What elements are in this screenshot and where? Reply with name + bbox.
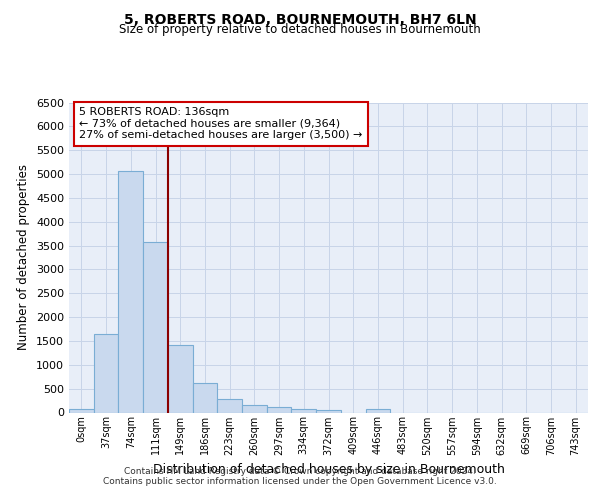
Bar [168, 346, 193, 412]
Text: 5 ROBERTS ROAD: 136sqm
← 73% of detached houses are smaller (9,364)
27% of semi-: 5 ROBERTS ROAD: 136sqm ← 73% of detached… [79, 107, 363, 140]
Bar [316, 410, 341, 412]
Bar [94, 334, 118, 412]
Text: Size of property relative to detached houses in Bournemouth: Size of property relative to detached ho… [119, 22, 481, 36]
X-axis label: Distribution of detached houses by size in Bournemouth: Distribution of detached houses by size … [152, 463, 505, 476]
Bar [365, 409, 390, 412]
Bar [242, 406, 267, 412]
Text: 5, ROBERTS ROAD, BOURNEMOUTH, BH7 6LN: 5, ROBERTS ROAD, BOURNEMOUTH, BH7 6LN [124, 12, 476, 26]
Bar [143, 242, 168, 412]
Bar [118, 171, 143, 412]
Text: Contains HM Land Registry data © Crown copyright and database right 2024.: Contains HM Land Registry data © Crown c… [124, 467, 476, 476]
Y-axis label: Number of detached properties: Number of detached properties [17, 164, 31, 350]
Text: Contains public sector information licensed under the Open Government Licence v3: Contains public sector information licen… [103, 477, 497, 486]
Bar [69, 409, 94, 412]
Bar [193, 383, 217, 412]
Bar [267, 408, 292, 412]
Bar [217, 398, 242, 412]
Bar [292, 409, 316, 412]
